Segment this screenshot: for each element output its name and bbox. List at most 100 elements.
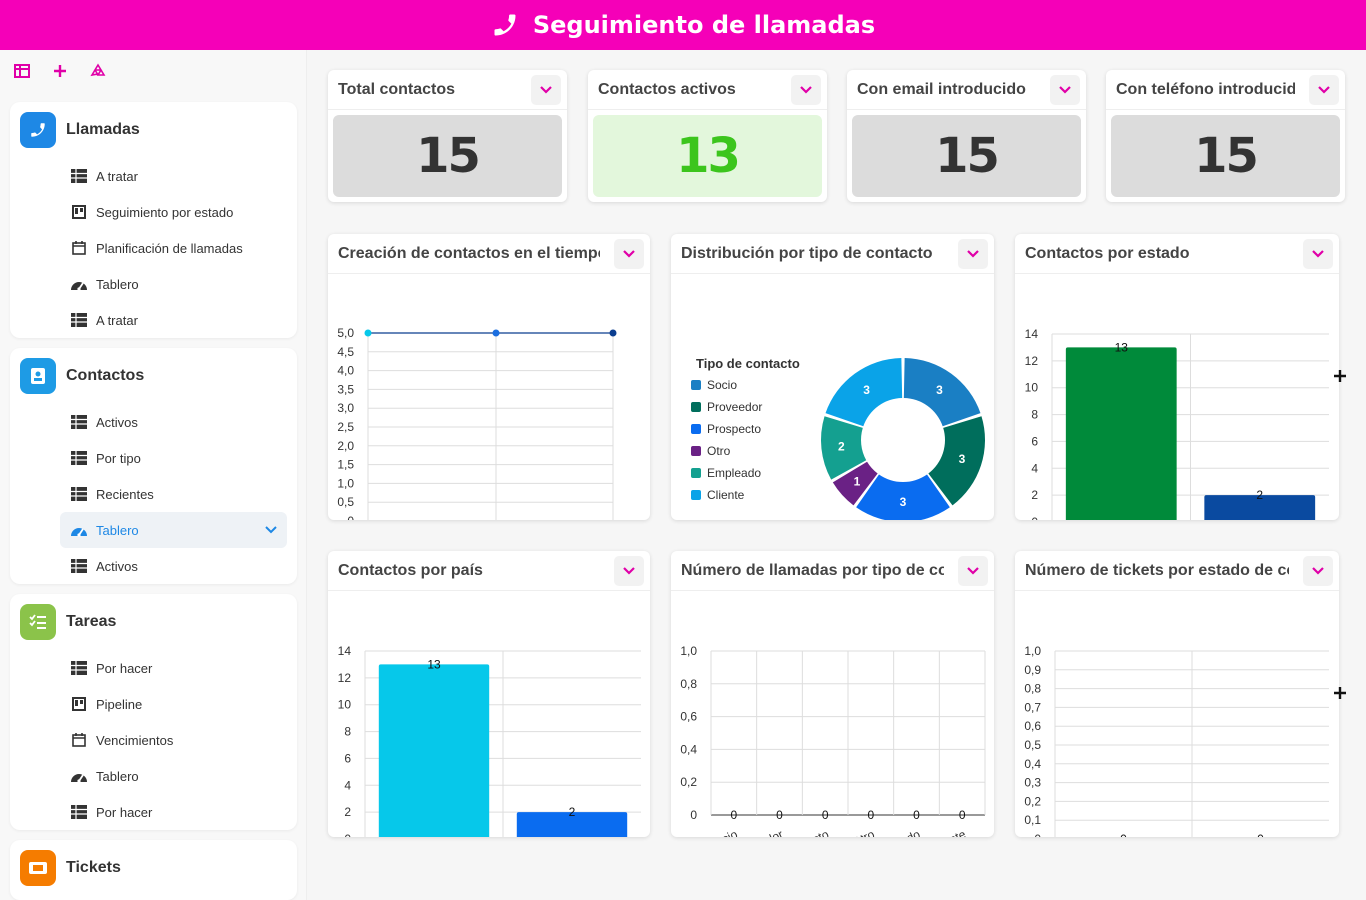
donut-slice xyxy=(903,358,981,427)
nav-item[interactable]: Por hacer xyxy=(10,794,297,830)
nav-item[interactable]: Recientes xyxy=(10,476,297,512)
y-tick-label: 2,0 xyxy=(337,439,354,453)
chart-menu-button[interactable] xyxy=(1303,239,1333,269)
llamadas-icon xyxy=(20,112,56,148)
nav-item-label: Tablero xyxy=(96,768,139,784)
nav-group-header[interactable]: Contactos xyxy=(10,348,297,404)
slice-label: 3 xyxy=(863,383,870,397)
slice-label: 3 xyxy=(959,452,966,466)
chevron-down-icon xyxy=(1312,250,1324,258)
x-tick-label: Socio xyxy=(707,827,740,837)
y-tick-label: 0,8 xyxy=(680,677,697,691)
add-widget-button[interactable] xyxy=(1329,682,1351,704)
nav-group-header[interactable]: Tickets xyxy=(10,840,297,896)
chart-menu-button[interactable] xyxy=(614,239,644,269)
nav-item[interactable]: Planificación de llamadas xyxy=(10,230,297,266)
chart-menu-button[interactable] xyxy=(958,556,988,586)
chart-menu-button[interactable] xyxy=(1303,556,1333,586)
chart-card-distribucion: Distribución por tipo de contacto Tipo d… xyxy=(671,234,994,520)
nav-item[interactable]: Por tipo xyxy=(10,440,297,476)
kpi-menu-button[interactable] xyxy=(531,75,561,105)
nav-item[interactable]: A tratar xyxy=(10,158,297,194)
x-tick-label: Otro xyxy=(850,827,877,837)
legend-label: Proveedor xyxy=(707,400,762,414)
kpi-title: Total contactos xyxy=(338,80,456,98)
chevron-down-icon xyxy=(967,567,979,575)
nav-group-header[interactable]: Llamadas xyxy=(10,102,297,158)
page-title-text: Seguimiento de llamadas xyxy=(532,11,876,39)
y-tick-label: 3,5 xyxy=(337,382,354,396)
kpi-value: 15 xyxy=(333,115,562,197)
nav-item-label: Recientes xyxy=(96,486,154,502)
y-tick-label: 0,5 xyxy=(337,495,354,509)
nav-group-header[interactable]: Tareas xyxy=(10,594,297,650)
legend-swatch xyxy=(691,490,701,500)
kpi-title: Contactos activos xyxy=(598,80,736,98)
nav-item[interactable]: Tablero xyxy=(10,266,297,302)
y-tick-label: 6 xyxy=(344,751,351,765)
recycle-icon[interactable] xyxy=(88,61,108,81)
chart-menu-button[interactable] xyxy=(958,239,988,269)
data-label: 2 xyxy=(569,805,576,819)
table-icon xyxy=(70,450,88,466)
nav-item[interactable]: Seguimiento por estado xyxy=(10,194,297,230)
chevron-down-icon xyxy=(623,567,635,575)
kpi-menu-button[interactable] xyxy=(791,75,821,105)
nav-item[interactable]: A tratar xyxy=(10,302,297,338)
chart-card-pais: Contactos por país 0246810121413Francia2… xyxy=(328,551,650,837)
add-icon[interactable] xyxy=(50,61,70,81)
nav-group-title: Llamadas xyxy=(66,121,140,138)
chevron-down-icon xyxy=(540,86,552,94)
calendar-icon xyxy=(70,240,88,256)
y-tick-label: 2,5 xyxy=(337,420,354,434)
nav-item[interactable]: Pipeline xyxy=(10,686,297,722)
kpi-card: Total contactos 15 xyxy=(328,70,567,202)
data-label: 0 xyxy=(822,808,829,822)
data-label: 0 xyxy=(730,808,737,822)
nav-item[interactable]: Vencimientos xyxy=(10,722,297,758)
legend-swatch xyxy=(691,380,701,390)
data-point xyxy=(492,329,500,337)
chevron-down-icon xyxy=(967,250,979,258)
y-tick-label: 0 xyxy=(344,832,351,837)
add-widget-button[interactable] xyxy=(1329,365,1351,387)
slice-label: 3 xyxy=(936,383,943,397)
chart-card-llamadas: Número de llamadas por tipo de contacto … xyxy=(671,551,994,837)
nav-item[interactable]: Activos xyxy=(10,404,297,440)
y-tick-label: 0 xyxy=(347,514,354,520)
data-label: 0 xyxy=(959,808,966,822)
dashboard-icon xyxy=(70,522,88,538)
nav-item-label: Tablero xyxy=(96,522,139,538)
y-tick-label: 12 xyxy=(1025,354,1039,368)
slice-label: 3 xyxy=(900,495,907,509)
nav-item[interactable]: Activos xyxy=(10,548,297,584)
chevron-down-icon[interactable] xyxy=(265,522,277,537)
legend-swatch xyxy=(691,402,701,412)
nav-item[interactable]: Por hacer xyxy=(10,650,297,686)
nav-item[interactable]: Tablero xyxy=(60,512,287,548)
table-icon xyxy=(70,486,88,502)
y-tick-label: 1,0 xyxy=(1024,644,1041,658)
kpi-menu-button[interactable] xyxy=(1309,75,1339,105)
data-label: 0 xyxy=(776,808,783,822)
y-tick-label: 5,0 xyxy=(337,326,354,340)
kpi-menu-button[interactable] xyxy=(1050,75,1080,105)
layout-icon[interactable] xyxy=(12,61,32,81)
data-label: 0 xyxy=(1120,832,1127,837)
donut-slice xyxy=(821,416,867,480)
nav-item-label: Vencimientos xyxy=(96,732,174,748)
y-tick-label: 14 xyxy=(1025,327,1039,341)
y-tick-label: 0,2 xyxy=(680,775,697,789)
legend-label: Socio xyxy=(707,378,737,392)
y-tick-label: 12 xyxy=(338,671,352,685)
data-label: 0 xyxy=(1257,832,1264,837)
chart-menu-button[interactable] xyxy=(614,556,644,586)
y-tick-label: 2 xyxy=(1031,488,1038,502)
tickets-icon xyxy=(20,850,56,886)
y-tick-label: 8 xyxy=(344,725,351,739)
legend-swatch xyxy=(691,468,701,478)
nav-item[interactable]: Tablero xyxy=(10,758,297,794)
page-title: Seguimiento de llamadas xyxy=(491,11,875,39)
y-tick-label: 0,1 xyxy=(1024,813,1041,827)
nav-group-llamadas: Llamadas A tratar Seguimiento por estado Pl… xyxy=(10,102,297,338)
